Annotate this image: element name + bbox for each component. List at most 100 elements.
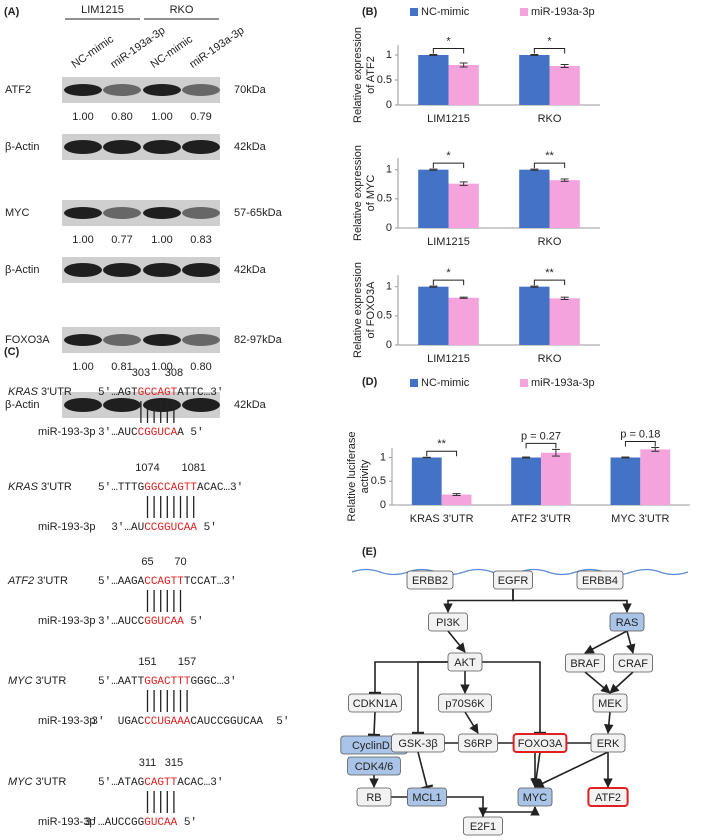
band [103, 140, 141, 154]
protein-label: β-Actin [5, 399, 39, 411]
pathway-node-label: FOXO3A [518, 738, 563, 750]
pathway-edge [464, 711, 479, 734]
bar [418, 286, 449, 345]
band [143, 334, 181, 346]
bar [418, 169, 449, 228]
band [143, 398, 181, 412]
band [182, 334, 220, 346]
pathway-node-label: PI3K [436, 617, 461, 629]
pathway-node [447, 652, 483, 672]
sequence: 3' UGACCCUGAAACAUCCGGUCAA 5' [91, 716, 289, 728]
sequence: 3'…AUCCGGUCAA 5' [111, 522, 217, 534]
flank: 5'…ATAG [98, 777, 144, 789]
quantification: 1.00 [151, 234, 172, 246]
significance-bracket [533, 162, 566, 169]
mirna-label: miR-193-3p [38, 615, 95, 627]
pathway-node [438, 693, 492, 713]
pathway-node-label: E2F1 [470, 821, 496, 833]
band [64, 334, 102, 346]
significance-label: * [446, 150, 451, 162]
gene-label: KRAS 3'UTR [8, 386, 72, 398]
pathway-node [590, 733, 626, 753]
bar [411, 457, 442, 505]
panel-label: (C) [4, 346, 20, 358]
pathway-node-label: MEK [598, 698, 623, 710]
protein-label: β-Actin [5, 264, 39, 276]
y-axis-label: of ATF2 [365, 56, 377, 94]
pathway-edge [604, 711, 614, 734]
panel-label: (E) [362, 546, 377, 558]
legend-label: miR-193a-3p [531, 6, 595, 18]
mirna-label: miR-193-3p [38, 426, 95, 438]
legend-swatch [520, 8, 528, 16]
gene-name: ATF2 [7, 575, 34, 587]
bar [549, 298, 580, 345]
pathway-node-label: ERBB2 [412, 575, 448, 587]
y-axis-label: Relative expression [352, 145, 364, 241]
band [64, 140, 102, 154]
pathway-node [613, 653, 654, 673]
pathway-node-label: GSK-3β [398, 738, 437, 750]
size-label: 42kDa [234, 399, 267, 411]
band [64, 263, 102, 277]
y-tick-label: 0.5 [377, 310, 392, 322]
sequence: 5'…AAGACCAGTTTCCAT…3' [98, 576, 237, 588]
flank: ATTC…3' [177, 387, 223, 399]
protein-label: MYC [5, 207, 30, 219]
pathway-node [427, 612, 468, 632]
pathway-edge [443, 589, 514, 613]
pathway-edge [584, 671, 611, 694]
flank: 5'…TTTG [98, 482, 144, 494]
band [182, 398, 220, 412]
flank: 5'…AAGA [98, 576, 145, 588]
bar [610, 457, 641, 505]
pathway-node-label: ERBB4 [582, 575, 618, 587]
panel-label: (D) [362, 376, 378, 388]
x-tick-label: KRAS 3'UTR [410, 513, 474, 525]
pathway-edge [609, 671, 634, 694]
pathway-node-label: RAS [616, 617, 639, 629]
sequence: 3'…AUCCGGUCAA 5' [98, 616, 204, 628]
bar [441, 494, 472, 505]
region: 3'UTR [41, 386, 72, 398]
seed: GGACTTT [144, 676, 191, 688]
pathway-edge [584, 630, 628, 654]
significance-bracket [525, 442, 557, 449]
lane-label: miR-193a-3p [188, 25, 247, 71]
y-tick-label: 0.5 [371, 475, 386, 487]
bar [640, 449, 671, 505]
quantification: 1.00 [72, 111, 93, 123]
size-label: 57-65kDa [234, 207, 283, 219]
significance-bracket [624, 441, 656, 447]
protein-label: FOXO3A [5, 334, 50, 346]
pathway-node-label: S6RP [464, 738, 493, 750]
pathway-node-label: CRAF [618, 658, 648, 670]
significance-label: * [446, 267, 451, 279]
band [103, 334, 141, 346]
x-tick-label: LIM1215 [427, 113, 470, 125]
position: 303 [132, 367, 150, 379]
band [143, 263, 181, 277]
pathway-edge [412, 661, 453, 735]
legend-label: NC-mimic [421, 377, 470, 389]
pathway-edge [512, 589, 632, 613]
gene-label: KRAS 3'UTR [8, 481, 72, 493]
pathway-edge [477, 661, 546, 735]
bar [448, 65, 479, 105]
pathway-edge [417, 751, 434, 790]
band [143, 84, 181, 96]
pathway-node-label: RB [366, 792, 381, 804]
y-tick-label: 0 [386, 339, 392, 351]
flank: 5' [197, 522, 217, 534]
pathway-node [592, 693, 628, 713]
band [103, 263, 141, 277]
pathway-edge [482, 806, 540, 817]
gene-label: MYC 3'UTR [8, 776, 66, 788]
flank: 5' [184, 616, 204, 628]
region: 3'UTR [41, 481, 72, 493]
region: 3'UTR [36, 776, 67, 788]
x-tick-label: ATF2 3'UTR [511, 513, 571, 525]
significance-bracket [426, 450, 458, 457]
